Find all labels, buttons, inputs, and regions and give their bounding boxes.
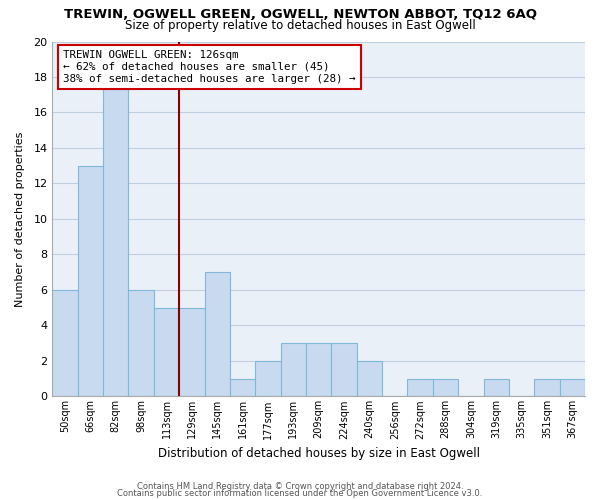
Bar — [103, 59, 128, 396]
Text: Contains HM Land Registry data © Crown copyright and database right 2024.: Contains HM Land Registry data © Crown c… — [137, 482, 463, 491]
Bar — [281, 343, 306, 396]
Bar — [484, 378, 509, 396]
Text: TREWIN OGWELL GREEN: 126sqm
← 62% of detached houses are smaller (45)
38% of sem: TREWIN OGWELL GREEN: 126sqm ← 62% of det… — [63, 50, 355, 84]
Bar — [306, 343, 331, 396]
Y-axis label: Number of detached properties: Number of detached properties — [15, 132, 25, 306]
Bar — [433, 378, 458, 396]
Text: Contains public sector information licensed under the Open Government Licence v3: Contains public sector information licen… — [118, 488, 482, 498]
Text: TREWIN, OGWELL GREEN, OGWELL, NEWTON ABBOT, TQ12 6AQ: TREWIN, OGWELL GREEN, OGWELL, NEWTON ABB… — [64, 8, 536, 20]
Bar — [77, 166, 103, 396]
Bar — [407, 378, 433, 396]
Bar — [179, 308, 205, 396]
Bar — [52, 290, 77, 397]
Bar — [255, 361, 281, 396]
X-axis label: Distribution of detached houses by size in East Ogwell: Distribution of detached houses by size … — [158, 447, 479, 460]
Bar — [230, 378, 255, 396]
Bar — [560, 378, 585, 396]
Bar — [128, 290, 154, 397]
Text: Size of property relative to detached houses in East Ogwell: Size of property relative to detached ho… — [125, 19, 475, 32]
Bar — [534, 378, 560, 396]
Bar — [205, 272, 230, 396]
Bar — [331, 343, 357, 396]
Bar — [154, 308, 179, 396]
Bar — [357, 361, 382, 396]
